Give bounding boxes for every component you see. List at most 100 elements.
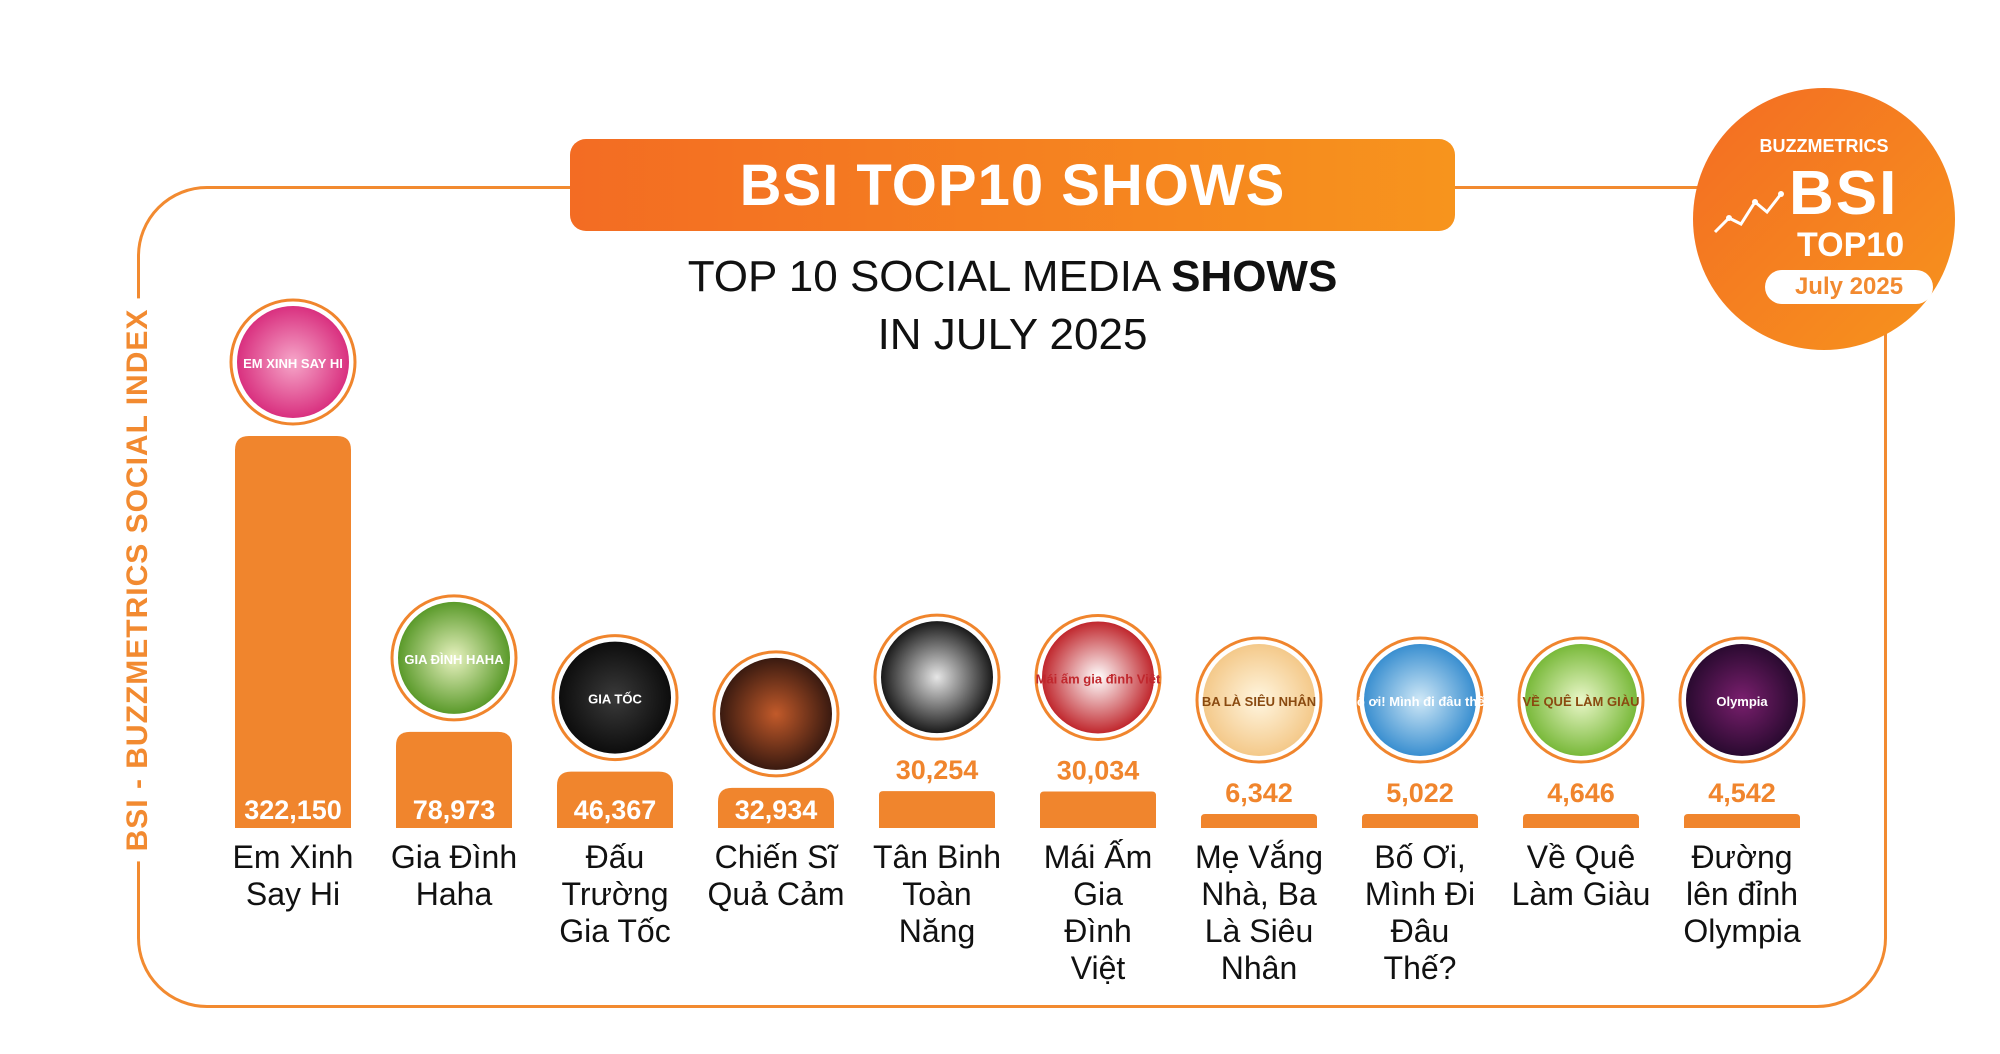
category-label-line: Chiến Sĩ (715, 839, 840, 875)
bar-value-label: 6,342 (1225, 778, 1293, 808)
show-logo (1364, 644, 1476, 756)
bar (1684, 814, 1800, 828)
bar (1040, 791, 1156, 828)
show-logo-text: Olympia (1716, 694, 1768, 709)
show-logo-text: Bố ơi! Mình đi đâu thế? (1348, 694, 1493, 709)
category-label-line: Mẹ Vắng (1195, 839, 1323, 875)
bar (879, 791, 995, 828)
badge-bsi: BSI (1789, 159, 1899, 228)
bar-value-label: 322,150 (244, 795, 342, 825)
category-label-line: Năng (899, 913, 976, 949)
category-label-line: Tân Binh (873, 839, 1001, 875)
show-logo (720, 657, 832, 770)
bar (396, 731, 512, 828)
show-logo-text: EM XINH SAY HI (243, 356, 343, 371)
category-label-line: lên đỉnh (1686, 876, 1798, 912)
category-label-line: Olympia (1683, 913, 1801, 949)
category-label: Về Quê Làm Giàu (1512, 839, 1651, 912)
category-label: Tân Binh Toàn Năng (873, 839, 1001, 949)
category-label: Mẹ Vắng Nhà, Ba Là Siêu Nhân (1195, 839, 1323, 986)
show-logo (1203, 644, 1315, 756)
show-logo (398, 601, 510, 714)
category-label-line: Nhân (1221, 950, 1298, 986)
category-label-line: Đường (1691, 839, 1792, 875)
subtitle-prefix: TOP 10 SOCIAL MEDIA (687, 252, 1159, 301)
subtitle-bold: SHOWS (1171, 252, 1338, 301)
category-label-line: Toàn (902, 876, 971, 912)
show-logo-text: Mái ấm gia đình Việt (1036, 671, 1161, 686)
show-logo (1525, 644, 1637, 756)
bar-group: 5,022 Bố Ơi, Mình Đi Đâu Thế? Bố ơi! Mình đi … (1348, 636, 1493, 986)
chart-subtitle: TOP 10 SOCIAL MEDIA SHOWS IN JULY 2025 (520, 248, 1505, 364)
bar-value-label: 30,034 (1057, 755, 1140, 785)
category-label: Đấu Trường Gia Tốc (559, 839, 670, 949)
title-banner: BSI TOP10 SHOWS (570, 139, 1455, 231)
category-label-line: Mình Đi (1365, 876, 1475, 912)
bar (718, 787, 834, 828)
bar (1201, 814, 1317, 828)
bar-value-label: 30,254 (896, 755, 979, 785)
category-label-line: Thế? (1384, 950, 1457, 986)
category-label-line: Gia (1073, 876, 1123, 912)
bar-value-label: 46,367 (574, 795, 657, 825)
category-label-line: Gia Tốc (559, 913, 670, 949)
show-logo (881, 621, 993, 734)
bar-value-label: 4,542 (1708, 778, 1776, 808)
bar-group: 4,646 Về Quê Làm Giàu VỀ QUÊ LÀM GIÀU (1512, 636, 1651, 912)
show-logo (559, 641, 671, 754)
category-label-line: Đấu (586, 839, 645, 875)
category-label-line: Làm Giàu (1512, 876, 1651, 912)
category-label: Mái Ấm Gia Đình Việt (1044, 839, 1152, 986)
trend-line-icon (1713, 191, 1784, 234)
category-label-line: Quả Cảm (708, 876, 845, 912)
category-label-line: Việt (1071, 950, 1126, 986)
show-logo-text: BA LÀ SIÊU NHÂN (1202, 694, 1316, 709)
show-logo (1042, 621, 1154, 734)
bar-group: 30,254 Tân Binh Toàn Năng (873, 613, 1001, 949)
category-label-line: Về Quê (1527, 839, 1636, 875)
category-label-line: Nhà, Ba (1201, 876, 1317, 912)
bar-value-label: 32,934 (735, 795, 818, 825)
category-label-line: Gia Đình (391, 839, 517, 875)
category-label-line: Em Xinh (233, 839, 354, 875)
bar-group: 46,367 Đấu Trường Gia Tốc GIA TỐC (551, 634, 679, 949)
category-label: Gia Đình Haha (391, 839, 517, 912)
badge-top10: TOP10 (1797, 226, 1905, 264)
bar-value-label: 4,646 (1547, 778, 1615, 808)
show-logo-text: VỀ QUÊ LÀM GIÀU (1522, 694, 1639, 709)
bar (235, 436, 351, 828)
bar-group: 32,934 Chiến Sĩ Quả Cảm (708, 650, 845, 912)
bar-group: 6,342 Mẹ Vắng Nhà, Ba Là Siêu Nhân BA LÀ SIÊU… (1195, 636, 1323, 986)
bar-group: 78,973 Gia Đình Haha GIA ĐÌNH HAHA (390, 594, 518, 912)
category-label: Bố Ơi, Mình Đi Đâu Thế? (1365, 839, 1475, 986)
category-label-line: Trường (561, 876, 668, 912)
bar-value-label: 78,973 (413, 795, 496, 825)
category-label-line: Bố Ơi, (1374, 839, 1465, 875)
subtitle-line2: IN JULY 2025 (877, 310, 1148, 359)
badge-date: July 2025 (1765, 270, 1933, 304)
category-label-line: Haha (416, 876, 493, 912)
bar-group: 322,150 Em Xinh Say Hi EM XINH SAY HI (229, 298, 357, 912)
bar-value-label: 5,022 (1386, 778, 1454, 808)
category-label-line: Say Hi (246, 876, 340, 912)
bar (1362, 814, 1478, 828)
banner-title: BSI TOP10 SHOWS (739, 152, 1286, 218)
category-label-line: Mái Ấm (1044, 839, 1152, 875)
category-label-line: Đình (1064, 913, 1132, 949)
category-label: Chiến Sĩ Quả Cảm (708, 839, 845, 912)
show-logo (237, 306, 349, 418)
show-logo-text: GIA TỐC (588, 692, 642, 707)
show-logo-text: GIA ĐÌNH HAHA (404, 652, 504, 667)
badge-brand: BUZZMETRICS (1759, 136, 1889, 156)
show-logo (1686, 644, 1798, 756)
category-label-line: Là Siêu (1205, 913, 1314, 949)
category-label: Em Xinh Say Hi (233, 839, 354, 912)
bsi-badge: BUZZMETRICS BSI TOP10 July 2025 (1693, 88, 1955, 350)
bar (557, 771, 673, 828)
category-label: Đường lên đỉnh Olympia (1683, 839, 1801, 949)
category-label-line: Đâu (1391, 913, 1450, 949)
bar-group: 30,034 Mái Ấm Gia Đình Việt Mái ấm gia đình V… (1034, 613, 1162, 986)
bar (1523, 814, 1639, 828)
